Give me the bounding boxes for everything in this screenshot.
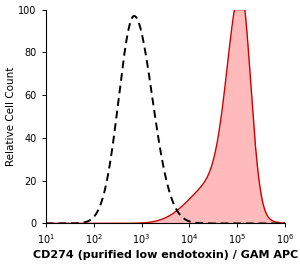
X-axis label: CD274 (purified low endotoxin) / GAM APC: CD274 (purified low endotoxin) / GAM APC [33,251,298,260]
Y-axis label: Relative Cell Count: Relative Cell Count [6,67,16,166]
